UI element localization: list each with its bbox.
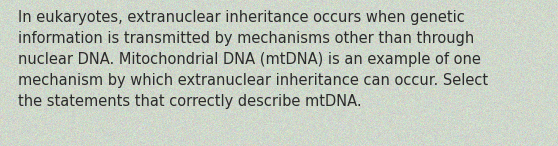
Text: In eukaryotes, extranuclear inheritance occurs when genetic
information is trans: In eukaryotes, extranuclear inheritance …	[18, 10, 488, 109]
